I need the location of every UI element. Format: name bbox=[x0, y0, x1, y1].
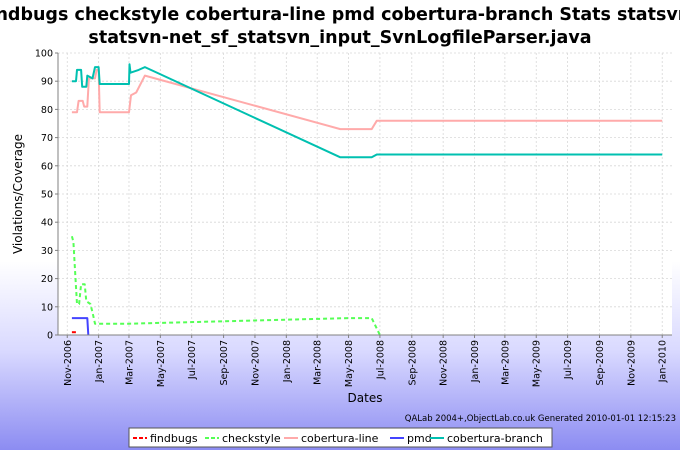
y-tick-label: 100 bbox=[35, 49, 53, 60]
x-tick-label: Mar-2007 bbox=[124, 340, 135, 385]
credit-text: QALab 2004+,ObjectLab.co.uk Generated 20… bbox=[405, 414, 676, 424]
y-tick-label: 30 bbox=[41, 246, 53, 257]
y-tick-label: 0 bbox=[47, 331, 53, 342]
x-tick-label: Nov-2008 bbox=[439, 340, 450, 386]
legend-box bbox=[128, 427, 553, 448]
x-tick-label: Mar-2008 bbox=[313, 340, 324, 385]
x-axis-label: Dates bbox=[348, 391, 383, 405]
legend-label-checkstyle: checkstyle bbox=[222, 432, 281, 445]
y-tick-label: 60 bbox=[41, 161, 53, 172]
y-tick-label: 20 bbox=[41, 274, 53, 285]
y-tick-label: 40 bbox=[41, 218, 53, 229]
x-tick-label: Jul-2009 bbox=[563, 340, 574, 380]
x-tick-label: Sep-2008 bbox=[407, 340, 418, 386]
series-line-pmd bbox=[71, 317, 90, 336]
x-tick-label: Jan-2007 bbox=[94, 340, 105, 383]
legend: findbugs checkstyle cobertura-line pmd cober… bbox=[128, 427, 553, 448]
x-tick-label: May-2009 bbox=[532, 340, 543, 387]
x-tick-label: Nov-2006 bbox=[63, 340, 74, 386]
legend-label-pmd: pmd bbox=[407, 432, 432, 445]
chart-title-line1: findbugs checkstyle cobertura-line pmd c… bbox=[0, 5, 680, 25]
y-tick-label: 10 bbox=[41, 302, 53, 313]
y-tick-label: 90 bbox=[41, 77, 53, 88]
legend-label-cobertura-branch: cobertura-branch bbox=[447, 432, 543, 445]
y-tick-label: 80 bbox=[41, 105, 53, 116]
y-axis-label: Violations/Coverage bbox=[11, 134, 25, 254]
series-layer bbox=[70, 63, 663, 336]
legend-label-findbugs: findbugs bbox=[150, 432, 198, 445]
x-ticks: Nov-2006 Jan-2007 Mar-2007 May-2007 Jul-2007… bbox=[63, 335, 669, 387]
x-tick-label: Jan-2009 bbox=[470, 340, 481, 383]
series-line-checkstyle bbox=[70, 236, 381, 336]
x-tick-label: Sep-2007 bbox=[219, 340, 230, 386]
x-tick-label: Jul-2007 bbox=[187, 340, 198, 380]
y-tick-label: 70 bbox=[41, 133, 53, 144]
series-line-cobertura-branch bbox=[71, 63, 663, 159]
x-tick-label: Sep-2009 bbox=[595, 340, 606, 386]
x-tick-label: Jan-2010 bbox=[658, 340, 669, 383]
y-tick-label: 50 bbox=[41, 190, 53, 201]
x-tick-label: Jul-2008 bbox=[375, 340, 386, 380]
chart-title-line2: statsvn-net_sf_statsvn_input_SvnLogfileP… bbox=[88, 28, 591, 48]
grid bbox=[58, 52, 672, 335]
y-ticks: 0 10 20 30 40 50 60 70 80 90 100 bbox=[35, 49, 58, 342]
x-tick-label: Jan-2008 bbox=[282, 340, 293, 383]
x-tick-label: Mar-2009 bbox=[500, 340, 511, 385]
x-tick-label: Nov-2007 bbox=[250, 340, 261, 386]
legend-label-cobertura-line: cobertura-line bbox=[301, 432, 379, 445]
x-tick-label: Nov-2009 bbox=[626, 340, 637, 386]
x-tick-label: May-2008 bbox=[344, 340, 355, 387]
x-tick-label: May-2007 bbox=[156, 340, 167, 387]
